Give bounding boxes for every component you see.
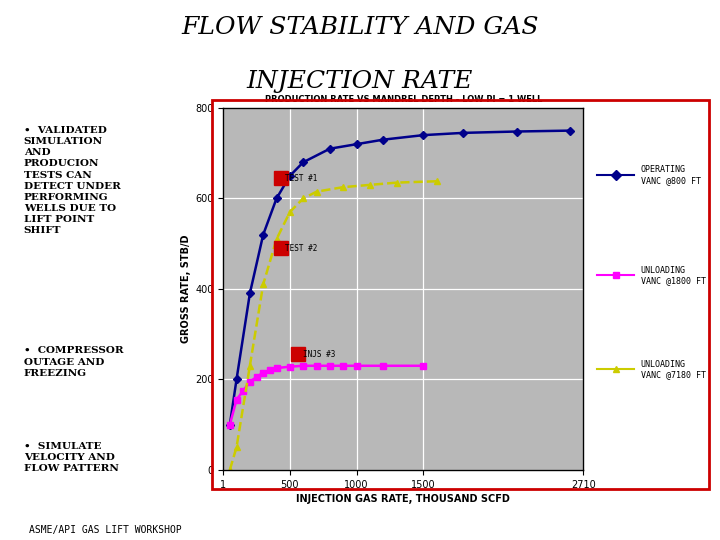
Text: TEST #1: TEST #1 (285, 173, 318, 183)
Text: •  SIMULATE
VELOCITY AND
FLOW PATTERN: • SIMULATE VELOCITY AND FLOW PATTERN (24, 442, 119, 473)
Y-axis label: GROSS RATE, STB/D: GROSS RATE, STB/D (181, 235, 191, 343)
Text: INJECTION RATE: INJECTION RATE (247, 70, 473, 93)
Title: PRODUCTION RATE VS MANDREL DEPTH - LOW PI = 1 WELL: PRODUCTION RATE VS MANDREL DEPTH - LOW P… (264, 96, 542, 104)
Text: TEST #2: TEST #2 (285, 244, 318, 253)
Text: ASME/API GAS LIFT WORKSHOP: ASME/API GAS LIFT WORKSHOP (29, 524, 181, 535)
Text: OPERATING
VANC @800 FT: OPERATING VANC @800 FT (641, 165, 701, 185)
Text: •  COMPRESSOR
OUTAGE AND
FREEZING: • COMPRESSOR OUTAGE AND FREEZING (24, 347, 123, 377)
Text: •  VALIDATED
SIMULATION
AND
PRODUCION
TESTS CAN
DETECT UNDER
PERFORMING
WELLS DU: • VALIDATED SIMULATION AND PRODUCION TES… (24, 126, 120, 235)
Text: FLOW STABILITY AND GAS: FLOW STABILITY AND GAS (181, 16, 539, 39)
Text: INJS #3: INJS #3 (302, 350, 335, 359)
Text: UNLOADING
VANC @7180 FT: UNLOADING VANC @7180 FT (641, 360, 706, 379)
X-axis label: INJECTION GAS RATE, THOUSAND SCFD: INJECTION GAS RATE, THOUSAND SCFD (296, 494, 510, 504)
Text: UNLOADING
VANC @1800 FT: UNLOADING VANC @1800 FT (641, 266, 706, 285)
